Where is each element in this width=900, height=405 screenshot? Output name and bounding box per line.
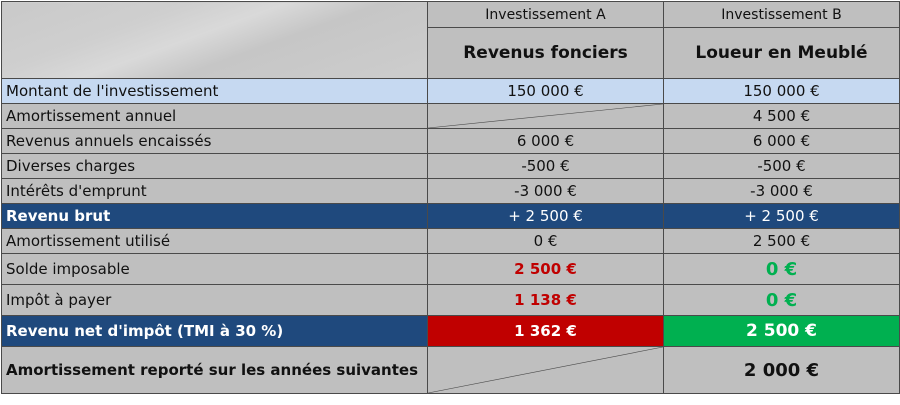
table-row: Diverses charges -500 € -500 € bbox=[1, 153, 900, 179]
cell-a: 1 138 € bbox=[427, 284, 664, 316]
cell-b: 2 500 € bbox=[663, 228, 900, 254]
header-row-investments: Investissement A Investissement B bbox=[1, 1, 900, 79]
row-label: Revenu brut bbox=[1, 203, 428, 229]
cell-b: -500 € bbox=[663, 153, 900, 179]
cell-a: 0 € bbox=[427, 228, 664, 254]
cell-a: 150 000 € bbox=[427, 78, 664, 104]
diagonal-slash-icon bbox=[428, 347, 663, 393]
table-row: Solde imposable 2 500 € 0 € bbox=[1, 253, 900, 285]
header-col-a: Investissement A bbox=[427, 1, 664, 28]
cell-a: + 2 500 € bbox=[427, 203, 664, 229]
cell-b: 2 500 € bbox=[663, 315, 900, 347]
row-label: Solde imposable bbox=[1, 253, 428, 285]
cell-b: -3 000 € bbox=[663, 178, 900, 204]
table-row-revenu-brut: Revenu brut + 2 500 € + 2 500 € bbox=[1, 203, 900, 229]
row-label: Amortissement utilisé bbox=[1, 228, 428, 254]
row-label: Revenu net d'impôt (TMI à 30 %) bbox=[1, 315, 428, 347]
cell-b: 2 000 € bbox=[663, 346, 900, 394]
cell-b: 0 € bbox=[663, 284, 900, 316]
cell-b: + 2 500 € bbox=[663, 203, 900, 229]
cell-a: -500 € bbox=[427, 153, 664, 179]
table-row: Intérêts d'emprunt -3 000 € -3 000 € bbox=[1, 178, 900, 204]
row-label: Diverses charges bbox=[1, 153, 428, 179]
row-label: Impôt à payer bbox=[1, 284, 428, 316]
cell-b: 6 000 € bbox=[663, 128, 900, 154]
table-row: Amortissement utilisé 0 € 2 500 € bbox=[1, 228, 900, 254]
row-label: Amortissement annuel bbox=[1, 103, 428, 129]
cell-a: 2 500 € bbox=[427, 253, 664, 285]
cell-a-empty bbox=[427, 346, 664, 394]
comparison-table: Investissement A Investissement B Revenu… bbox=[1, 1, 900, 394]
table-row-revenu-net: Revenu net d'impôt (TMI à 30 %) 1 362 € … bbox=[1, 315, 900, 347]
table-row: Impôt à payer 1 138 € 0 € bbox=[1, 284, 900, 316]
cell-a: -3 000 € bbox=[427, 178, 664, 204]
cell-a: 1 362 € bbox=[427, 315, 664, 347]
row-label: Revenus annuels encaissés bbox=[1, 128, 428, 154]
cell-a: 6 000 € bbox=[427, 128, 664, 154]
table-row: Amortissement reporté sur les années sui… bbox=[1, 346, 900, 394]
header-col-a-title: Revenus fonciers bbox=[427, 27, 664, 79]
header-col-b: Investissement B bbox=[663, 1, 900, 28]
row-label: Montant de l'investissement bbox=[1, 78, 428, 104]
header-row-titles: Revenus fonciers Loueur en Meublé bbox=[2, 27, 900, 79]
row-label: Intérêts d'emprunt bbox=[1, 178, 428, 204]
table-row: Montant de l'investissement 150 000 € 15… bbox=[1, 78, 900, 104]
cell-b: 4 500 € bbox=[663, 103, 900, 129]
cell-b: 150 000 € bbox=[663, 78, 900, 104]
cell-a-empty bbox=[427, 103, 664, 129]
row-label: Amortissement reporté sur les années sui… bbox=[1, 346, 428, 394]
cell-b: 0 € bbox=[663, 253, 900, 285]
header-col-b-title: Loueur en Meublé bbox=[663, 27, 900, 79]
table-row: Revenus annuels encaissés 6 000 € 6 000 … bbox=[1, 128, 900, 154]
header-corner bbox=[1, 1, 428, 79]
diagonal-slash-icon bbox=[428, 104, 663, 128]
table-row: Amortissement annuel 4 500 € bbox=[1, 103, 900, 129]
